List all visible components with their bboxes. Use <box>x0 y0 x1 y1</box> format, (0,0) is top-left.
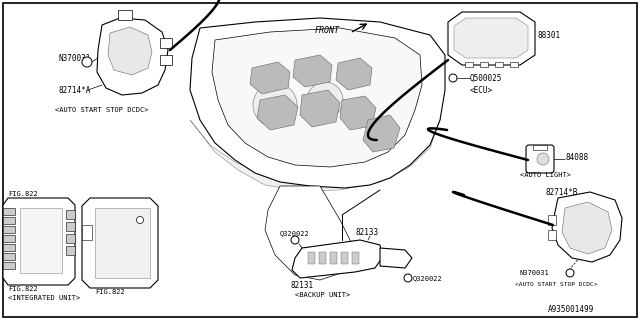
Polygon shape <box>82 198 158 288</box>
Bar <box>533 145 547 150</box>
Bar <box>3 235 15 242</box>
Text: <AUTO START STOP DCDC>: <AUTO START STOP DCDC> <box>55 107 148 113</box>
Circle shape <box>537 153 549 165</box>
Bar <box>118 10 132 20</box>
Text: FIG.822: FIG.822 <box>95 289 125 295</box>
Polygon shape <box>190 95 440 191</box>
Polygon shape <box>552 192 622 262</box>
Polygon shape <box>3 198 75 285</box>
Text: 82714*B: 82714*B <box>545 188 577 196</box>
Bar <box>66 234 75 243</box>
Circle shape <box>449 74 457 82</box>
Bar <box>66 246 75 255</box>
Text: <AUTO START STOP DCDC>: <AUTO START STOP DCDC> <box>515 282 598 286</box>
Bar <box>480 62 488 67</box>
Polygon shape <box>265 186 355 280</box>
Polygon shape <box>212 28 422 167</box>
Text: 82133: 82133 <box>355 228 378 236</box>
Polygon shape <box>454 18 528 58</box>
Circle shape <box>136 217 143 223</box>
Bar <box>3 244 15 251</box>
Circle shape <box>253 83 297 127</box>
Bar <box>95 208 150 278</box>
Text: FIG.822: FIG.822 <box>8 191 38 197</box>
Bar <box>465 62 473 67</box>
Bar <box>330 252 337 264</box>
Bar <box>82 225 92 240</box>
Bar <box>3 226 15 233</box>
Polygon shape <box>250 62 290 94</box>
Polygon shape <box>363 115 400 152</box>
Polygon shape <box>190 18 445 188</box>
Polygon shape <box>293 55 332 87</box>
FancyBboxPatch shape <box>526 145 554 173</box>
Bar <box>495 62 503 67</box>
Bar <box>160 38 172 48</box>
Text: <AUTO LIGHT>: <AUTO LIGHT> <box>520 172 570 178</box>
Text: 84088: 84088 <box>565 153 588 162</box>
Polygon shape <box>336 58 372 90</box>
Bar <box>3 253 15 260</box>
Circle shape <box>404 274 412 282</box>
Circle shape <box>291 236 299 244</box>
Bar <box>319 252 326 264</box>
Polygon shape <box>340 96 376 130</box>
Bar <box>308 252 315 264</box>
Bar <box>66 210 75 219</box>
Bar <box>548 215 556 225</box>
Text: <BACKUP UNIT>: <BACKUP UNIT> <box>295 292 350 298</box>
Text: N370031: N370031 <box>520 270 550 276</box>
Text: Q320022: Q320022 <box>413 275 443 281</box>
Text: A935001499: A935001499 <box>548 306 595 315</box>
Polygon shape <box>108 27 152 75</box>
Polygon shape <box>257 95 298 130</box>
Bar <box>510 62 518 67</box>
Bar <box>3 208 15 215</box>
Bar <box>3 217 15 224</box>
Polygon shape <box>97 18 168 95</box>
Polygon shape <box>380 248 412 268</box>
Bar <box>341 252 348 264</box>
Circle shape <box>566 269 574 277</box>
Text: <INTEGRATED UNIT>: <INTEGRATED UNIT> <box>8 295 80 301</box>
Bar <box>3 262 15 269</box>
Text: Q500025: Q500025 <box>470 74 502 83</box>
Text: 82714*A: 82714*A <box>58 85 90 94</box>
Bar <box>20 208 62 273</box>
Text: FRONT: FRONT <box>315 26 340 35</box>
Polygon shape <box>448 12 535 65</box>
Bar <box>352 252 359 264</box>
Text: <ECU>: <ECU> <box>470 85 493 94</box>
Polygon shape <box>292 240 382 278</box>
Bar <box>548 230 556 240</box>
Bar <box>66 222 75 231</box>
Text: FIG.822: FIG.822 <box>8 286 38 292</box>
Polygon shape <box>300 90 340 127</box>
Bar <box>160 55 172 65</box>
Text: 82131: 82131 <box>290 281 313 290</box>
Text: N370031: N370031 <box>58 53 90 62</box>
Text: Q320022: Q320022 <box>280 230 310 236</box>
Text: 88301: 88301 <box>538 30 561 39</box>
Circle shape <box>307 82 343 118</box>
Polygon shape <box>562 202 612 254</box>
Circle shape <box>82 57 92 67</box>
